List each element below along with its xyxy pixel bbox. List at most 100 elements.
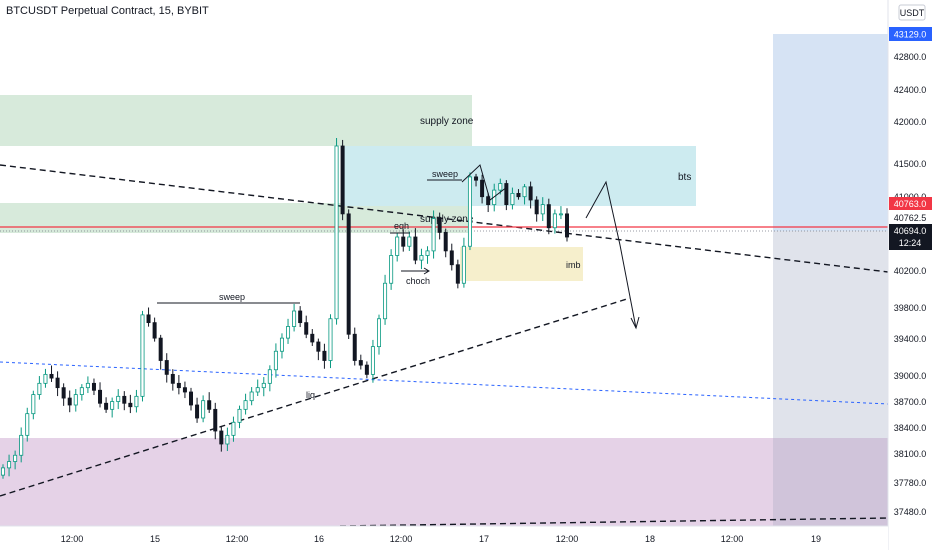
- candle: [522, 184, 527, 205]
- candle: [128, 394, 133, 414]
- candle: [480, 174, 485, 204]
- y-tick-label: 37480.0: [894, 507, 927, 517]
- candle: [146, 307, 151, 327]
- candle: [55, 371, 60, 397]
- supply-zone-upper: [0, 95, 472, 146]
- supply-zone-lower: [0, 203, 470, 233]
- choch-label: choch: [406, 276, 430, 286]
- x-tick-label: 12:00: [226, 534, 249, 544]
- candle: [346, 209, 351, 339]
- candle: [292, 303, 297, 332]
- price-label-top: [889, 27, 932, 41]
- candle: [195, 397, 200, 423]
- candle: [461, 237, 466, 288]
- x-tick-labels: 12:00 15 12:00 16 12:00 17 12:00 18 12:00 19: [61, 534, 821, 544]
- blue-dotted-line: [0, 361, 889, 405]
- candle: [534, 196, 539, 222]
- candle: [298, 306, 303, 328]
- candle: [255, 379, 260, 396]
- candle: [7, 454, 12, 477]
- candles-group: [0, 138, 570, 479]
- candle: [364, 361, 369, 379]
- candle: [467, 172, 472, 251]
- candle: [25, 407, 30, 442]
- y-tick-label: 38400.0: [894, 423, 927, 433]
- y-tick-label: 38700.0: [894, 397, 927, 407]
- candle: [85, 376, 90, 394]
- candle: [237, 405, 242, 429]
- candle: [552, 209, 557, 234]
- price-label-level: [889, 197, 932, 210]
- candle: [104, 397, 109, 413]
- candle: [528, 181, 533, 209]
- imb-label: imb: [566, 260, 581, 270]
- candle: [158, 334, 163, 370]
- candle: [188, 387, 193, 411]
- candle: [358, 354, 363, 370]
- candle: [279, 333, 284, 359]
- candle: [431, 210, 436, 259]
- x-tick-label: 17: [479, 534, 489, 544]
- candle: [182, 381, 187, 399]
- candle: [207, 392, 212, 413]
- candle: [425, 246, 430, 264]
- demand-zone-projection: [773, 438, 888, 526]
- candle: [110, 397, 115, 418]
- candle: [449, 243, 454, 271]
- candle: [164, 353, 169, 383]
- candle: [516, 189, 521, 200]
- candle: [67, 390, 72, 413]
- candle: [261, 377, 266, 397]
- candle: [201, 395, 206, 423]
- resistance-trendline: [0, 164, 889, 273]
- countdown-text: 12:24: [899, 238, 922, 248]
- candle: [273, 343, 278, 378]
- candle: [407, 231, 412, 251]
- time-axis[interactable]: [0, 526, 888, 550]
- bts-label: bts: [678, 172, 691, 183]
- choch-arrow: [423, 267, 430, 275]
- candle: [13, 450, 18, 470]
- projection-path: [585, 180, 637, 329]
- y-tick-label: 38100.0: [894, 449, 927, 459]
- currency-label: USDT: [900, 8, 925, 18]
- candle: [340, 139, 345, 221]
- x-tick-label: 12:00: [556, 534, 579, 544]
- demand-zone: [0, 438, 888, 526]
- candle: [231, 416, 236, 442]
- candle: [79, 384, 84, 401]
- sweep-label-1: sweep: [219, 292, 245, 302]
- price-label-current: [889, 224, 932, 250]
- sweep-path: [461, 164, 508, 201]
- candle: [267, 365, 272, 392]
- candle: [225, 427, 230, 452]
- candle: [219, 426, 224, 452]
- y-tick-label: 39800.0: [894, 303, 927, 313]
- currency-badge[interactable]: [898, 4, 926, 21]
- x-tick-label: 12:00: [61, 534, 84, 544]
- candle: [243, 393, 248, 415]
- candle: [31, 390, 36, 420]
- candle: [140, 310, 145, 402]
- candle: [546, 198, 551, 235]
- candle: [383, 274, 388, 325]
- eqh-label: eqh: [394, 221, 409, 231]
- candle: [316, 338, 321, 361]
- y-tick-label: 39400.0: [894, 334, 927, 344]
- arrow-head: [630, 316, 640, 330]
- price-axis[interactable]: [888, 0, 932, 550]
- candle: [334, 138, 339, 325]
- imbalance-zone: [460, 247, 583, 281]
- candle: [122, 391, 127, 411]
- liq-label: liq: [306, 390, 315, 400]
- x-tick-label: 19: [811, 534, 821, 544]
- y-tick-label: 37780.0: [894, 478, 927, 488]
- candle: [304, 315, 309, 339]
- candle: [389, 249, 394, 290]
- candle: [376, 314, 381, 355]
- candle: [437, 212, 442, 240]
- candle: [0, 464, 6, 479]
- candle: [558, 206, 563, 220]
- y-tick-label: 41500.0: [894, 159, 927, 169]
